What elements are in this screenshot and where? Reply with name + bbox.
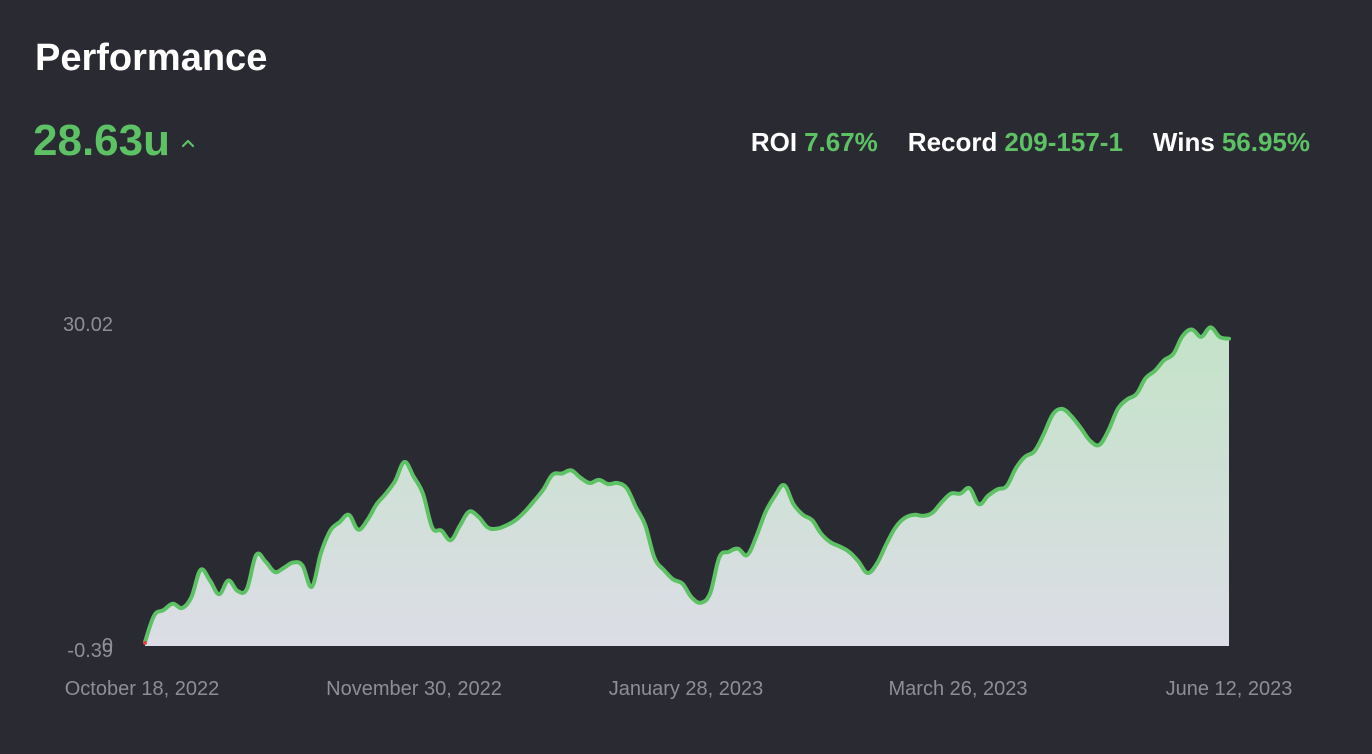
chevron-up-icon [181,139,195,148]
x-tick-2: November 30, 2022 [326,678,502,700]
stat-wins-value: 56.95% [1221,127,1310,157]
stat-record-label: Record [907,127,998,157]
stat-wins: Wins 56.95% [1153,126,1310,158]
x-tick-4: March 26, 2023 [889,678,1028,700]
stats-row: ROI 7.67% Record 209-157-1 Wins 56.95% [751,126,1310,158]
area-fill [145,327,1229,646]
stat-roi-label: ROI [750,127,798,157]
stat-record-value: 209-157-1 [1004,127,1123,157]
stat-roi: ROI 7.67% [751,126,878,158]
start-marker [143,640,147,645]
page-title: Performance [35,37,268,79]
x-tick-1: October 18, 2022 [65,678,220,700]
x-tick-3: January 28, 2023 [609,678,764,700]
x-tick-5: June 12, 2023 [1166,678,1293,700]
total-units-value: 28.63u [33,116,170,165]
y-tick-max: 30.02 [63,314,113,336]
stat-wins-label: Wins [1152,127,1215,157]
stat-roi-value: 7.67% [804,127,878,157]
y-tick-zero: 0 [102,635,113,657]
total-units: 28.63u [33,115,196,167]
series-line [143,325,1231,644]
stat-record: Record 209-157-1 [908,126,1123,158]
y-tick-min: -0.39 [67,640,113,662]
